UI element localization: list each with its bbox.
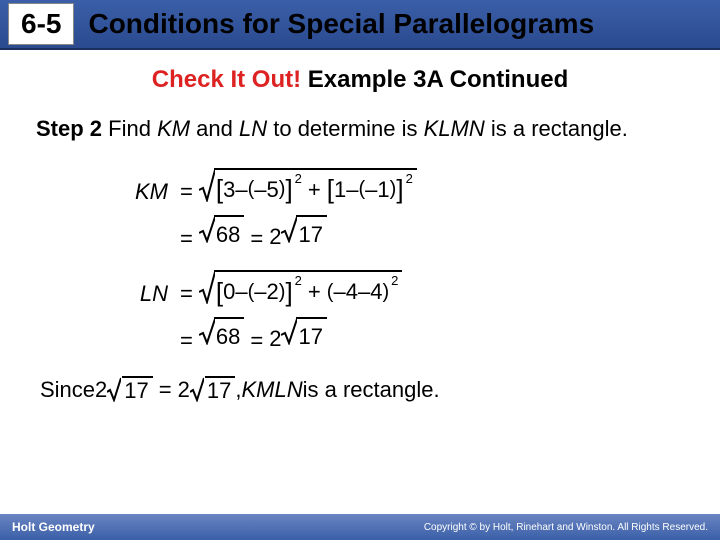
lesson-title: Conditions for Special Parallelograms — [88, 8, 594, 40]
equation-ln: LN = [0 – (– 2)]2 + (– 4 – 4)2 = 68 = 2 — [126, 270, 684, 358]
km-distance-formula: KM = [3 – (– 5)]2 + [1 – (– 1)]2 — [126, 168, 684, 209]
footer-brand: Holt Geometry — [12, 520, 95, 534]
step-instruction: Step 2 Find KM and LN to determine is KL… — [36, 114, 684, 144]
subtitle-black: Example 3A Continued — [301, 66, 568, 93]
lesson-number-badge: 6-5 — [8, 3, 74, 45]
step-label: Step 2 — [36, 116, 102, 141]
subtitle: Check It Out! Example 3A Continued — [0, 66, 720, 94]
sqrt-expression: [3 – (– 5)]2 + [1 – (– 1)]2 — [199, 168, 417, 207]
ln-distance-formula: LN = [0 – (– 2)]2 + (– 4 – 4)2 — [126, 270, 684, 311]
conclusion: Since 2 17 = 2 17 , KMLN is a rectangle. — [36, 376, 684, 404]
ln-simplified: = 68 = 2 17 — [126, 317, 684, 358]
km-simplified: = 68 = 2 17 — [126, 215, 684, 256]
footer-copyright: Copyright © by Holt, Rinehart and Winsto… — [424, 522, 708, 533]
subtitle-red: Check It Out! — [152, 66, 301, 93]
content-area: Step 2 Find KM and LN to determine is KL… — [0, 94, 720, 404]
footer-bar: Holt Geometry Copyright © by Holt, Rineh… — [0, 514, 720, 540]
header-bar: 6-5 Conditions for Special Parallelogram… — [0, 0, 720, 50]
equation-km: KM = [3 – (– 5)]2 + [1 – (– 1)]2 = 68 = … — [126, 168, 684, 256]
